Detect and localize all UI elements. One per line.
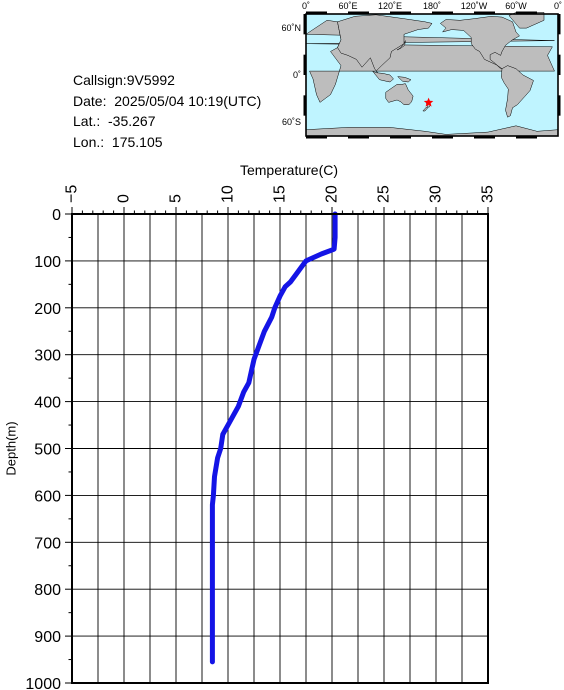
map-land-indonesia: [372, 70, 394, 83]
y-tick-label: 0: [52, 207, 61, 224]
world-map: 0˚ 60˚E 120˚E 180˚ 120˚W 60˚W 0˚ 60˚N 0˚ 60˚S: [281, 1, 562, 139]
map-frame-tick: [558, 95, 561, 116]
map-lon-label: 60˚E: [338, 1, 357, 11]
location-star-icon: [423, 97, 434, 107]
y-tick-label: 400: [34, 395, 61, 412]
map-frame-tick: [516, 11, 537, 14]
map-frame-tick: [306, 11, 327, 14]
x-tick-label: 25: [376, 185, 393, 203]
map-land-new-zealand-south: [422, 106, 429, 112]
x-tick-label: 10: [220, 185, 237, 203]
map-frame-tick: [348, 136, 369, 139]
y-tick-label: 200: [34, 301, 61, 318]
x-tick-label: 15: [272, 185, 289, 203]
map-lon-label: 180˚: [423, 1, 441, 11]
map-frame-tick: [558, 14, 561, 35]
y-tick-label: 900: [34, 629, 61, 646]
map-frame-tick: [303, 54, 306, 75]
map-frame-tick: [432, 11, 453, 14]
y-tick-label: 700: [34, 535, 61, 552]
map-lon-label: 0˚: [554, 1, 562, 11]
y-tick-label: 100: [34, 254, 61, 271]
map-lon-label: 0˚: [302, 1, 310, 11]
profile-info: Callsign:9V5992 Date: 2025/05/04 10:19(U…: [73, 70, 261, 152]
map-land-new-guinea: [397, 76, 412, 83]
map-lat-label: 60˚S: [282, 117, 301, 127]
map-frame-tick: [303, 95, 306, 116]
y-axis-title: Depth(m): [4, 421, 19, 475]
longitude-text: Lon.: 175.105: [73, 133, 163, 150]
x-axis-title: Temperature(C): [240, 162, 338, 178]
latitude-text: Lat.: -35.267: [73, 113, 156, 129]
date-text: Date: 2025/05/04 10:19(UTC): [73, 92, 262, 109]
map-land-japan: [396, 40, 406, 51]
x-tick-label: 5: [168, 194, 185, 203]
x-tick-label: 30: [428, 185, 445, 203]
map-land-greenland: [508, 12, 545, 29]
plot-frame: [71, 213, 489, 684]
map-land-north-america: [439, 16, 520, 69]
y-tick-label: 1000: [25, 676, 61, 690]
y-tick-label: 600: [34, 488, 61, 505]
y-tick-label: 800: [34, 582, 61, 599]
map-lon-label: 120˚E: [378, 1, 402, 11]
map-frame-tick: [516, 136, 537, 139]
map-frame-tick: [474, 136, 495, 139]
map-lon-label: 60˚W: [505, 1, 527, 11]
map-lat-label: 0˚: [293, 70, 301, 80]
temperature-profile-line: [209, 211, 338, 665]
x-tick-label: 35: [480, 185, 497, 203]
y-tick-label: 500: [34, 442, 61, 459]
x-tick-label: −5: [64, 185, 81, 203]
y-tick-label: 300: [34, 348, 61, 365]
x-tick-label: 20: [324, 185, 341, 203]
map-land-asia: [337, 14, 433, 75]
map-frame-tick: [558, 54, 561, 75]
map-frame-tick: [390, 136, 411, 139]
map-frame-tick: [474, 11, 495, 14]
map-land-australia: [385, 83, 414, 105]
map-lat-label: 60˚N: [281, 23, 301, 33]
x-tick-label: 0: [116, 194, 133, 203]
map-frame-tick: [303, 14, 306, 35]
map-frame-tick: [432, 136, 453, 139]
map-lon-label: 120˚W: [461, 1, 488, 11]
map-frame-tick: [348, 11, 369, 14]
map-frame-tick: [306, 136, 327, 139]
map-frame-tick: [390, 11, 411, 14]
map-land-south-america: [501, 65, 534, 118]
callsign-text: Callsign:9V5992: [73, 72, 175, 88]
